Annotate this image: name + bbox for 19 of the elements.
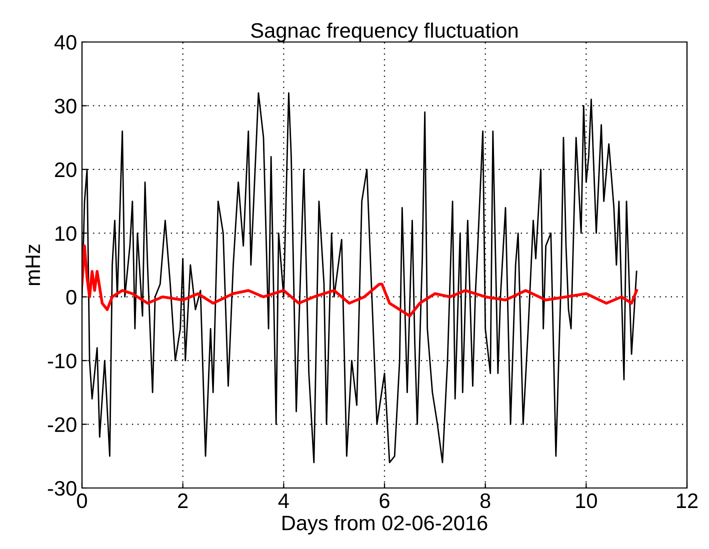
- x-tick-label: 2: [178, 493, 188, 508]
- x-tick-label: 12: [677, 493, 698, 508]
- x-tick-label: 0: [77, 493, 87, 508]
- y-tick-label: 0: [66, 290, 76, 305]
- x-tick-label: 4: [278, 494, 289, 508]
- line-series: [82, 244, 638, 318]
- x-tick-label: 10: [576, 493, 597, 508]
- x-axis-title: Days from 02-06-2016: [282, 515, 488, 534]
- y-tick-label: -10: [48, 354, 76, 368]
- y-tick-label: -30: [48, 481, 76, 496]
- chart-title: Sagnac frequency fluctuation: [251, 22, 518, 42]
- y-tick-label: 40: [54, 35, 76, 50]
- y-tick-label: -20: [48, 417, 76, 432]
- x-tick-label: 6: [380, 493, 390, 508]
- y-tick-label: 20: [55, 162, 76, 178]
- y-tick-label: 30: [54, 98, 76, 114]
- y-tick-label: 10: [56, 226, 76, 241]
- y-axis-title: mHz: [26, 244, 40, 286]
- x-tick-label: 8: [480, 493, 490, 508]
